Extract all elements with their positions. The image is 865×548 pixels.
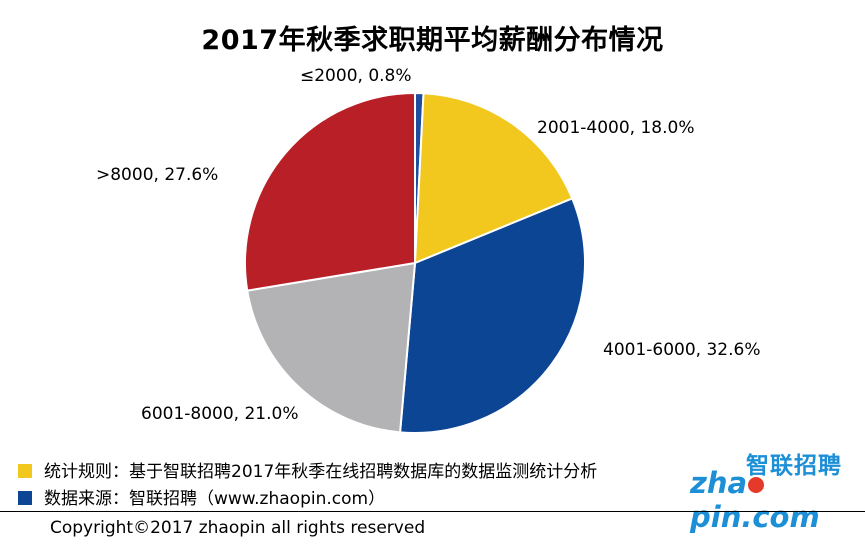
- slice-gt8000: [244, 91, 416, 292]
- yellow-square-icon: [18, 464, 32, 478]
- zhaopin-logo: 智联招聘 zhapin.com: [690, 446, 852, 534]
- slice-label-gt8000: >8000, 27.6%: [96, 165, 219, 185]
- stat-rule-text: 统计规则：基于智联招聘2017年秋季在线招聘数据库的数据监测统计分析: [44, 462, 598, 482]
- slice-6001-8000: [246, 261, 417, 434]
- slice-2001-4000: [413, 92, 574, 265]
- slice-label-le2000: ≤2000, 0.8%: [300, 66, 412, 86]
- copyright-text: Copyright©2017 zhaopin all rights reserv…: [50, 518, 426, 538]
- logo-en-left: zha: [690, 466, 748, 500]
- slice-label-4001-6000: 4001-6000, 32.6%: [603, 340, 761, 360]
- logo-en-text: zhapin.com: [690, 466, 852, 534]
- slice-label-2001-4000: 2001-4000, 18.0%: [537, 118, 695, 138]
- data-source-text: 数据来源：智联招聘（www.zhaopin.com）: [44, 489, 386, 509]
- chart-title: 2017年秋季求职期平均薪酬分布情况: [201, 25, 664, 56]
- stat-rule-note: 统计规则：基于智联招聘2017年秋季在线招聘数据库的数据监测统计分析: [18, 457, 597, 482]
- slice-4001-6000: [398, 197, 586, 434]
- data-source-note: 数据来源：智联招聘（www.zhaopin.com）: [18, 484, 385, 509]
- logo-cn-text: 智联招聘: [746, 453, 842, 479]
- slice-label-6001-8000: 6001-8000, 21.0%: [141, 404, 299, 424]
- logo-en-right: pin.com: [690, 500, 820, 534]
- blue-square-icon: [18, 491, 32, 505]
- footer-divider: [0, 511, 865, 512]
- logo-dot-icon: [748, 477, 765, 493]
